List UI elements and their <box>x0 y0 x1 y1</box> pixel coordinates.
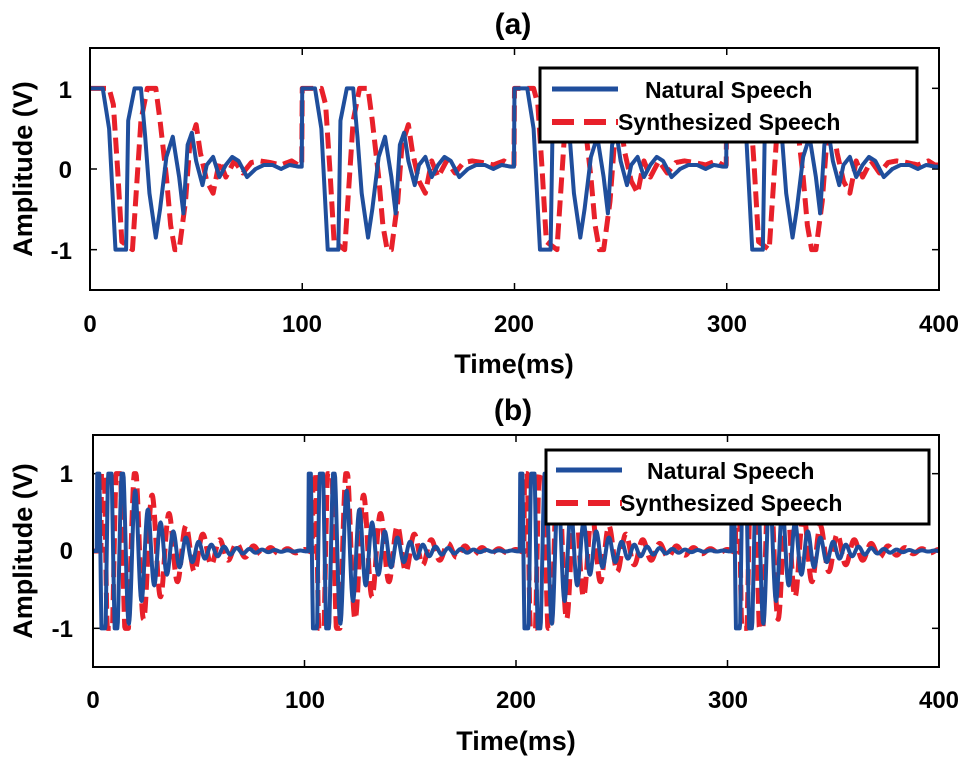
plot-area <box>88 48 941 290</box>
series-line-natural <box>91 471 941 631</box>
y-tick-label: 1 <box>60 461 73 488</box>
legend-box <box>544 448 931 526</box>
x-tick-label: 200 <box>494 311 534 338</box>
x-tick-label: 0 <box>86 687 99 714</box>
legend-label: Synthesized Speech <box>620 490 842 516</box>
plot-frame <box>92 434 940 668</box>
chart-title: (a) <box>495 8 532 41</box>
x-tick-label: 300 <box>708 687 748 714</box>
x-axis-label: Time(ms) <box>454 349 574 379</box>
x-tick-label: 400 <box>919 311 959 338</box>
legend-label: Natural Speech <box>645 77 812 103</box>
x-tick-label: 400 <box>919 687 959 714</box>
panel-b: (b) 0 100 200 300 400 1 0 -1 Time(ms) Am… <box>8 394 959 756</box>
y-tick-label: 0 <box>60 538 73 565</box>
x-tick-label: 200 <box>496 687 536 714</box>
y-tick-label: -1 <box>51 238 72 265</box>
chart-title: (b) <box>494 394 532 427</box>
legend: Natural Speech Synthesized Speech <box>538 66 919 144</box>
x-tick-label: 100 <box>282 311 322 338</box>
panel-a: (a) 0 100 200 300 400 1 0 -1 Time(ms) Am… <box>8 8 959 379</box>
x-tick-label: 0 <box>83 311 96 338</box>
y-axis-label: Amplitude (V) <box>8 81 38 257</box>
y-axis-label: Amplitude (V) <box>8 463 38 639</box>
legend-label: Synthesized Speech <box>618 109 840 135</box>
legend-label: Natural Speech <box>647 458 814 484</box>
plot-area <box>91 435 941 667</box>
legend-box <box>538 66 919 144</box>
y-tick-label: -1 <box>52 616 73 643</box>
y-tick-label: 0 <box>59 157 72 184</box>
x-tick-label: 300 <box>707 311 747 338</box>
x-tick-label: 100 <box>285 687 325 714</box>
x-axis-label: Time(ms) <box>456 726 576 756</box>
y-tick-label: 1 <box>59 77 72 104</box>
series-line-natural <box>88 86 941 252</box>
plot-frame <box>89 47 940 291</box>
legend: Natural Speech Synthesized Speech <box>544 448 931 526</box>
